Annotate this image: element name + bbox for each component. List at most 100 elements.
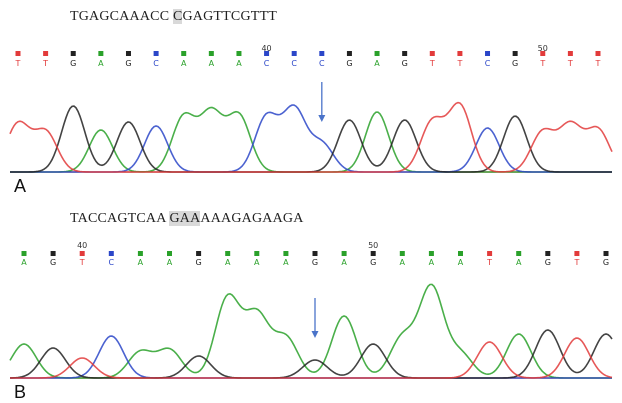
base-call-marker (137, 251, 143, 256)
base-call-letter: T (539, 59, 545, 68)
base-call-marker (108, 251, 114, 256)
base-call-marker (574, 251, 580, 256)
base-call-letter: A (181, 59, 187, 68)
base-call-letter: T (456, 59, 462, 68)
base-call-letter: A (236, 59, 242, 68)
base-call-letter: C (291, 59, 297, 68)
panel-label-b: B (14, 382, 27, 402)
base-call-letter: G (545, 258, 551, 267)
trace-a (9, 283, 612, 379)
base-call-letter: G (402, 59, 408, 68)
base-call-marker (603, 251, 609, 256)
sequence-highlight-a: C (172, 9, 183, 24)
position-number: 50 (368, 241, 378, 250)
base-call-marker (236, 51, 242, 56)
base-call-letter: A (341, 258, 347, 267)
base-call-letter: G (512, 59, 518, 68)
base-call-marker (487, 251, 493, 256)
trace-t (9, 101, 613, 173)
base-call-marker (181, 51, 187, 56)
base-call-letter: A (167, 258, 173, 267)
base-call-marker (254, 251, 260, 256)
trace-g (10, 329, 613, 379)
base-call-letter: T (567, 59, 573, 68)
base-call-letter: A (458, 258, 464, 267)
sequence-highlight-b: GAA (169, 211, 201, 226)
base-call-marker (567, 51, 573, 56)
base-call-letter: T (42, 59, 48, 68)
trace-c (10, 104, 612, 173)
base-call-marker (283, 251, 289, 256)
base-call-letter: A (374, 59, 380, 68)
base-call-marker (341, 251, 347, 256)
base-call-letter: G (125, 59, 131, 68)
base-call-marker (516, 251, 522, 256)
base-call-marker (264, 51, 270, 56)
base-call-letter: T (79, 258, 85, 267)
base-call-marker (153, 51, 159, 56)
base-call-letter: C (319, 59, 325, 68)
sequence-text-a-post: GAGTTCGTTT (182, 9, 278, 24)
base-call-letter: G (50, 258, 56, 267)
base-call-marker (98, 51, 104, 56)
base-call-marker (208, 51, 214, 56)
base-call-marker (346, 51, 352, 56)
base-call-letter: G (603, 258, 609, 267)
base-call-marker (512, 51, 518, 56)
base-call-letter: C (109, 258, 115, 267)
base-call-letter: C (153, 59, 159, 68)
base-call-marker (21, 251, 27, 256)
base-call-marker (70, 51, 76, 56)
position-number: 50 (538, 44, 548, 53)
sequence-text-b: TACCAGTCAA GAAAAAGAGAAGA (70, 211, 304, 227)
base-call-letter: C (264, 59, 270, 68)
base-call-letter: G (346, 59, 352, 68)
base-call-letter: G (370, 258, 376, 267)
base-call-letter: T (15, 59, 21, 68)
base-call-letter: A (254, 258, 260, 267)
base-call-marker (43, 51, 49, 56)
base-call-marker (370, 251, 376, 256)
position-number: 40 (77, 241, 87, 250)
base-call-letter: A (209, 59, 215, 68)
chromatogram-trace-b: A G T C A A G A A A G A G A A A T A G T G 40 50 (9, 241, 613, 379)
base-call-letter: C (485, 59, 491, 68)
base-call-letter: T (429, 59, 435, 68)
base-call-marker (485, 51, 491, 56)
base-call-marker (540, 51, 546, 56)
base-call-letter: A (98, 59, 104, 68)
sequence-text-b-pre: TACCAGTCAA (70, 211, 170, 226)
base-call-letter: T (486, 258, 492, 267)
trace-t (10, 337, 613, 379)
base-call-marker (319, 51, 325, 56)
mutation-arrow-head (318, 115, 326, 122)
mutation-arrow-head (311, 331, 319, 338)
base-call-letter: A (138, 258, 144, 267)
base-call-marker (50, 251, 56, 256)
trace-g (10, 105, 612, 173)
base-call-letter: A (225, 258, 231, 267)
base-call-letter: A (429, 258, 435, 267)
position-number: 40 (261, 44, 271, 53)
base-call-marker (457, 51, 463, 56)
base-call-letter: T (595, 59, 601, 68)
base-call-marker (312, 251, 318, 256)
base-call-marker (595, 51, 601, 56)
base-call-marker (374, 51, 380, 56)
base-call-marker (15, 51, 21, 56)
base-call-marker (458, 251, 463, 256)
base-call-marker (399, 251, 405, 256)
sequence-text-b-post: AAAGAGAAGA (200, 211, 304, 226)
base-call-letter: A (21, 258, 27, 267)
base-call-marker (125, 51, 131, 56)
base-call-marker (291, 51, 297, 56)
sequence-text-a-pre: TGAGCAAACC (70, 9, 173, 24)
base-call-marker (196, 251, 202, 256)
base-call-marker (225, 251, 231, 256)
sequence-text-a: TGAGCAAACC CGAGTTCGTTT (70, 9, 277, 25)
base-call-letter: A (400, 258, 406, 267)
base-call-marker (429, 51, 435, 56)
base-call-letter: A (516, 258, 522, 267)
